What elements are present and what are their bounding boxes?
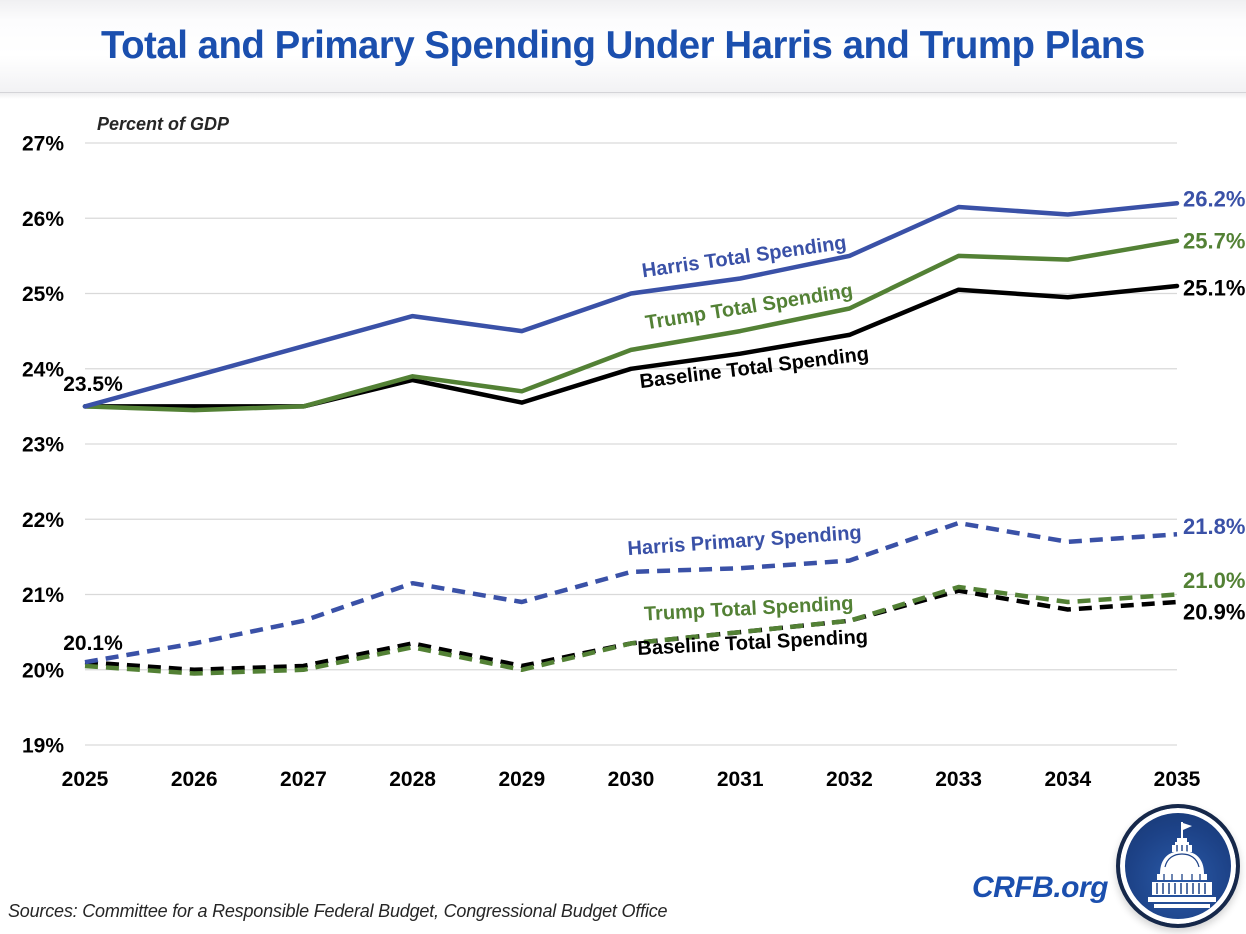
start-value-label-1: 20.1%: [63, 632, 123, 655]
sources-note: Sources: Committee for a Responsible Fed…: [8, 901, 668, 921]
y-tick-label-26: 26%: [22, 208, 64, 231]
x-tick-label-2034: 2034: [1044, 768, 1091, 791]
end-value-label-dashed-baseline-total-spending: 20.9%: [1183, 600, 1245, 625]
x-tick-label-2028: 2028: [389, 768, 436, 791]
series-line-solid-harris-total-spending: [82, 200, 1180, 409]
x-tick-label-2033: 2033: [935, 768, 982, 791]
chart-title: Total and Primary Spending Under Harris …: [101, 24, 1145, 67]
y-tick-label-27: 27%: [22, 133, 64, 156]
capitol-icon: [1148, 822, 1216, 908]
start-value-label-0: 23.5%: [63, 373, 123, 396]
x-tick-label-2027: 2027: [280, 768, 327, 791]
end-value-label-solid-harris-total-spending: 26.2%: [1183, 187, 1245, 212]
series-inline-label-harris-primary-spending-3: Harris Primary Spending: [627, 522, 862, 560]
chart-header: Total and Primary Spending Under Harris …: [0, 0, 1246, 99]
y-tick-label-22: 22%: [22, 509, 64, 532]
x-tick-label-2035: 2035: [1154, 768, 1201, 791]
y-tick-label-23: 23%: [22, 434, 64, 457]
y-tick-label-21: 21%: [22, 584, 64, 607]
crfb-capitol-logo: [1116, 804, 1240, 928]
series-inline-label-trump-total-spending-4: Trump Total Spending: [643, 593, 853, 626]
x-tick-label-2031: 2031: [717, 768, 764, 791]
end-value-label-dashed-harris-primary-spending: 21.8%: [1183, 514, 1245, 539]
series-line-solid-trump-total-spending: [82, 238, 1180, 413]
x-tick-label-2029: 2029: [498, 768, 545, 791]
series-line-dashed-baseline-total-spending: [84, 588, 1178, 673]
end-value-label-dashed-trump-total-spending: 21.0%: [1183, 568, 1245, 593]
series-inline-label-baseline-total-spending-5: Baseline Total Spending: [637, 626, 869, 660]
x-tick-label-2026: 2026: [171, 768, 218, 791]
series-line-solid-baseline-total-spending: [82, 283, 1180, 409]
series-inline-label-harris-total-spending-0: Harris Total Spending: [640, 232, 847, 283]
x-tick-label-2030: 2030: [608, 768, 655, 791]
y-tick-label-20: 20%: [22, 659, 64, 682]
axis-note: Percent of GDP: [97, 114, 230, 134]
series-line-dashed-harris-primary-spending: [84, 520, 1178, 665]
y-tick-label-25: 25%: [22, 283, 64, 306]
end-value-label-solid-baseline-total-spending: 25.1%: [1183, 275, 1245, 300]
y-tick-label-24: 24%: [22, 358, 64, 381]
x-tick-label-2032: 2032: [826, 768, 873, 791]
crfb-org-label: CRFB.org: [972, 871, 1108, 904]
y-tick-label-19: 19%: [22, 735, 64, 758]
x-tick-label-2025: 2025: [62, 768, 109, 791]
series-line-dashed-trump-total-spending: [84, 584, 1178, 676]
end-value-label-solid-trump-total-spending: 25.7%: [1183, 228, 1245, 253]
